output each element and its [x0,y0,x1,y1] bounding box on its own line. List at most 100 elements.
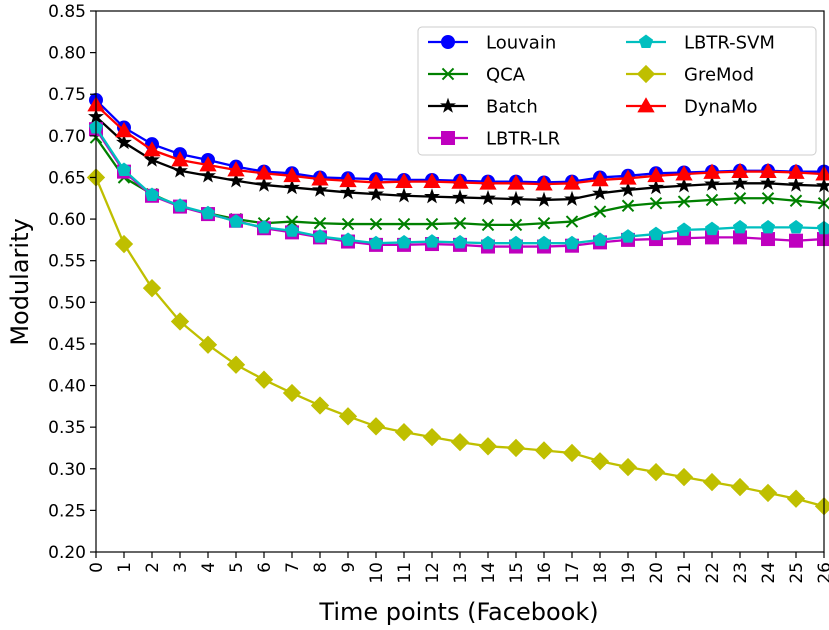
data-point-dynamo-11 [395,172,413,188]
data-point-lbtr-svm-7 [284,223,300,237]
legend: Louvain QCA Batch LBTR-LR LBTR-SVM GreMod Dyna… [417,26,817,156]
data-point-lbtr-svm-23 [732,219,748,234]
series-lbtr-svm [88,120,829,250]
data-point-qca-16 [537,217,551,230]
data-point-gremod-11 [394,422,414,442]
data-point-batch-23 [732,174,748,191]
x-tick-label: 15 [507,562,527,584]
data-point-batch-16 [536,191,552,207]
data-point-lbtr-svm-26 [816,220,829,235]
data-point-gremod-24 [758,483,778,503]
data-point-dynamo-7 [283,166,301,183]
data-point-batch-3 [172,162,188,178]
data-point-lbtr-svm-2 [144,187,160,201]
data-point-dynamo-19 [619,169,637,185]
data-point-lbtr-svm-19 [620,229,636,243]
legend-entry-dynamo: DynaMo [626,97,758,118]
y-tick-label: 0.25 [48,501,86,521]
data-point-dynamo-8 [311,170,329,186]
x-tick-label: 24 [759,562,779,584]
data-point-qca-12 [425,217,439,231]
x-tick-label: 21 [675,562,695,584]
x-tick-label: 9 [339,562,359,573]
data-point-dynamo-23 [731,162,749,178]
data-point-gremod-14 [478,437,498,456]
data-point-lbtr-svm-13 [452,234,468,249]
y-tick-label: 0.35 [48,418,86,438]
data-point-lbtr-lr-26 [817,232,829,247]
data-point-qca-18 [593,205,607,218]
data-point-lbtr-svm-6 [256,219,272,234]
data-point-lbtr-svm-24 [760,219,776,234]
y-tick-label: 0.80 [48,44,86,64]
data-point-qca-17 [565,215,579,228]
data-point-lbtr-svm-8 [312,229,328,243]
data-point-batch-13 [452,189,468,205]
data-point-gremod-20 [646,462,666,482]
data-point-qca-8 [313,217,327,230]
data-point-batch-15 [508,190,524,206]
data-point-qca-11 [397,217,411,231]
legend-label-louvain: Louvain [486,33,556,54]
data-point-lbtr-svm-20 [648,226,664,241]
legend-label-dynamo: DynaMo [684,97,758,118]
y-tick-label: 0.75 [48,85,86,105]
legend-label-lbtr-svm: LBTR-SVM [684,33,775,54]
data-point-batch-25 [788,176,804,192]
data-point-gremod-3 [170,312,190,331]
data-point-batch-26 [816,177,829,193]
legend-marker-lbtr-lr [441,131,455,145]
x-tick-label: 19 [619,562,639,584]
data-point-dynamo-22 [703,163,721,179]
x-tick-label: 3 [171,562,191,573]
data-point-qca-9 [341,217,355,231]
data-point-gremod-4 [198,335,218,354]
legend-label-lbtr-lr: LBTR-LR [486,129,560,150]
data-point-dynamo-20 [647,166,665,183]
data-point-gremod-8 [310,396,330,415]
x-tick-label: 8 [311,562,331,573]
y-tick-label: 0.60 [48,210,86,230]
legend-marker-louvain [441,35,455,49]
data-point-batch-10 [368,185,384,201]
data-point-gremod-1 [114,234,134,254]
data-point-batch-22 [704,175,720,191]
data-point-dynamo-10 [367,173,385,189]
data-point-lbtr-svm-21 [676,222,692,236]
data-point-lbtr-svm-12 [424,234,440,248]
data-point-gremod-6 [254,370,274,389]
data-point-gremod-7 [282,383,302,403]
data-point-gremod-9 [338,407,358,426]
data-point-lbtr-svm-5 [228,214,244,228]
data-point-qca-23 [733,192,747,205]
x-tick-label: 18 [591,562,611,584]
data-point-batch-8 [312,181,328,197]
data-point-qca-21 [677,195,691,208]
data-point-dynamo-16 [535,175,553,191]
data-point-batch-5 [228,172,244,188]
data-point-lbtr-svm-17 [564,235,580,250]
legend-entry-batch: Batch [428,97,538,118]
y-tick-label: 0.30 [48,460,86,480]
legend-entry-qca: QCA [428,65,526,86]
data-point-lbtr-svm-16 [536,235,552,250]
legend-entry-louvain: Louvain [428,33,556,54]
legend-entry-gremod: GreMod [626,65,754,86]
data-point-qca-19 [621,199,635,212]
x-tick-label: 23 [731,562,751,584]
plot-area [86,93,829,516]
data-point-batch-6 [256,176,272,192]
data-point-dynamo-2 [143,141,161,157]
data-point-batch-11 [396,187,412,203]
data-point-batch-4 [200,167,216,183]
data-point-batch-12 [424,188,440,204]
data-point-dynamo-24 [759,162,777,178]
data-point-batch-17 [564,190,580,206]
data-point-qca-14 [481,218,495,232]
x-tick-label: 26 [815,562,829,584]
x-tick-label: 11 [395,562,415,584]
y-tick-label: 0.85 [48,2,86,22]
data-point-qca-25 [789,194,803,207]
data-point-batch-1 [116,134,132,150]
